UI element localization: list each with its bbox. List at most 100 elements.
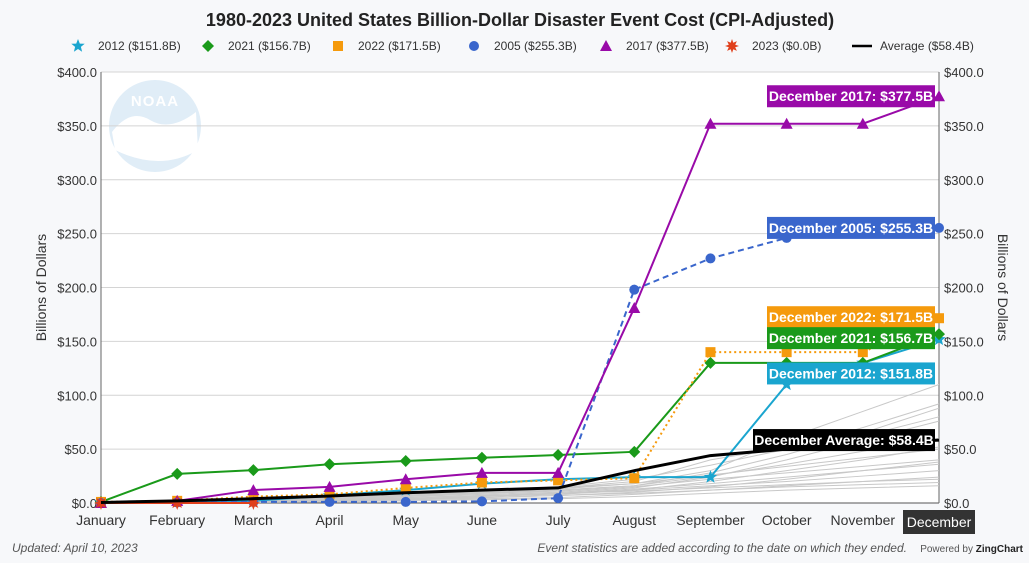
data-point[interactable] [400, 482, 411, 493]
x-tick-label[interactable]: November [831, 512, 896, 528]
data-point[interactable] [247, 464, 260, 477]
legend-label: 2022 ($171.5B) [358, 39, 441, 53]
y-tick-label-right: $0.0 [944, 496, 969, 511]
data-point[interactable] [704, 117, 717, 129]
data-point[interactable] [399, 454, 412, 467]
data-point[interactable] [934, 313, 944, 324]
data-point[interactable] [705, 347, 716, 358]
data-point[interactable] [857, 347, 868, 358]
data-point[interactable] [629, 284, 640, 295]
legend-swatch [202, 40, 214, 52]
data-point[interactable] [934, 222, 944, 233]
x-tick-label[interactable]: January [76, 512, 126, 528]
data-point[interactable] [628, 301, 641, 313]
legend-swatch [600, 40, 612, 51]
powered-prefix: Powered by [920, 544, 973, 555]
data-point[interactable] [780, 117, 793, 129]
data-point[interactable] [703, 470, 718, 483]
annotation-box [767, 362, 935, 385]
data-point[interactable] [552, 466, 565, 478]
data-point[interactable] [933, 90, 945, 102]
series-line [100, 317, 940, 503]
data-point[interactable] [475, 466, 488, 478]
y-tick-label-left: $400.0 [57, 65, 97, 80]
legend-label: Average ($58.4B) [880, 39, 974, 53]
legend-swatch [469, 41, 479, 51]
legend-item-s2023[interactable]: 2023 ($0.0B) [725, 39, 821, 53]
x-tick-label[interactable]: February [149, 512, 205, 528]
x-tick-label[interactable]: April [316, 512, 344, 528]
data-point[interactable] [399, 473, 412, 485]
x-tick-label[interactable]: August [612, 512, 656, 528]
annotation-box [753, 429, 935, 452]
x-tick-label[interactable]: May [393, 512, 419, 528]
legend-swatch [725, 39, 739, 53]
data-point[interactable] [856, 117, 869, 129]
series-line [100, 95, 940, 504]
legend-item-average[interactable]: Average ($58.4B) [852, 39, 974, 53]
data-point[interactable] [476, 496, 487, 507]
legend-item-s2022[interactable]: 2022 ($171.5B) [333, 39, 441, 53]
y-axis-title-right: Billions of Dollars [995, 234, 1011, 341]
data-point[interactable] [933, 328, 945, 341]
y-tick-label-left: $300.0 [57, 173, 97, 188]
y-tick-label-left: $100.0 [57, 388, 97, 403]
annotation-label: December 2021: $156.7B [769, 330, 933, 346]
x-tick-label[interactable]: September [676, 512, 745, 528]
data-point[interactable] [781, 347, 792, 358]
legend-label: 2021 ($156.7B) [228, 39, 311, 53]
y-tick-label-right: $250.0 [944, 227, 984, 242]
legend-item-s2021[interactable]: 2021 ($156.7B) [202, 39, 311, 53]
annotation-box [767, 327, 935, 350]
x-tick-label[interactable]: July [546, 512, 571, 528]
data-point[interactable] [400, 496, 411, 507]
legend-label: 2017 ($377.5B) [626, 39, 709, 53]
data-point[interactable] [629, 473, 640, 484]
x-tick-label[interactable]: June [467, 512, 498, 528]
powered-by[interactable]: Powered by ZingChart [920, 544, 1023, 555]
y-tick-label-right: $200.0 [944, 281, 984, 296]
y-tick-label-right: $150.0 [944, 334, 984, 349]
y-tick-label-right: $350.0 [944, 119, 984, 134]
y-axis-title-left: Billions of Dollars [33, 234, 49, 341]
data-point[interactable] [247, 484, 260, 496]
data-point[interactable] [171, 467, 184, 480]
noaa-logo-text: NOAA [131, 93, 179, 110]
annotation-box [767, 216, 935, 239]
data-point[interactable] [475, 451, 488, 464]
annotation-label: December 2012: $151.8B [769, 365, 933, 381]
data-point[interactable] [324, 489, 335, 500]
data-point[interactable] [476, 477, 487, 488]
data-point[interactable] [552, 449, 565, 462]
legend-item-s2012[interactable]: 2012 ($151.8B) [71, 39, 181, 53]
series-s2017 [95, 90, 945, 508]
y-tick-label-left: $50.0 [64, 442, 97, 457]
legend-swatch [71, 39, 85, 52]
legend-item-s2017[interactable]: 2017 ($377.5B) [600, 39, 709, 53]
data-point[interactable] [704, 356, 717, 369]
data-point[interactable] [323, 480, 336, 492]
annotation-box [767, 306, 935, 329]
data-point[interactable] [553, 475, 564, 486]
chart-title: 1980-2023 United States Billion-Dollar D… [206, 10, 834, 30]
y-tick-label-right: $300.0 [944, 173, 984, 188]
data-point[interactable] [628, 445, 641, 458]
x-tick-label[interactable]: December [907, 514, 972, 530]
data-point[interactable] [323, 458, 336, 471]
data-point[interactable] [705, 253, 716, 264]
legend-swatch [333, 41, 343, 51]
x-tick-highlight [903, 510, 975, 534]
y-tick-label-right: $400.0 [944, 65, 984, 80]
data-point[interactable] [94, 496, 108, 510]
y-tick-label-left: $200.0 [57, 281, 97, 296]
powered-brand: ZingChart [975, 544, 1023, 555]
legend-item-s2005[interactable]: 2005 ($255.3B) [469, 39, 577, 53]
data-point[interactable] [324, 496, 335, 507]
x-tick-label[interactable]: October [762, 512, 812, 528]
annotation-label: December 2005: $255.3B [769, 220, 933, 236]
data-point[interactable] [553, 493, 564, 504]
footer-note: Event statistics are added according to … [537, 541, 907, 555]
x-tick-label[interactable]: March [234, 512, 273, 528]
